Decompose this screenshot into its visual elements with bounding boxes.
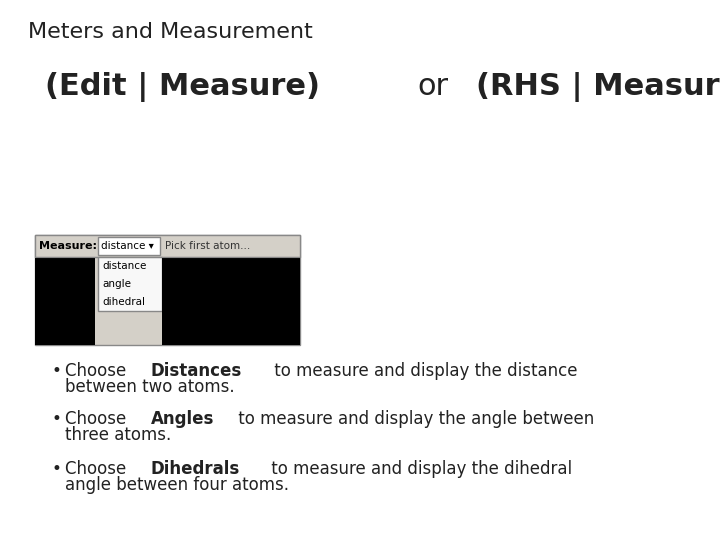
Bar bbox=[35, 235, 300, 345]
Text: angle between four atoms.: angle between four atoms. bbox=[65, 476, 289, 494]
Bar bbox=[98, 257, 162, 311]
Text: Choose: Choose bbox=[65, 362, 132, 380]
Text: Meters and Measurement: Meters and Measurement bbox=[28, 22, 312, 42]
Text: dihedral: dihedral bbox=[102, 297, 145, 307]
Text: to measure and display the distance: to measure and display the distance bbox=[269, 362, 577, 380]
Text: (Edit | Measure): (Edit | Measure) bbox=[45, 72, 320, 102]
Bar bbox=[98, 237, 160, 255]
Text: angle: angle bbox=[102, 279, 131, 289]
Text: Dihedrals: Dihedrals bbox=[150, 460, 240, 478]
Text: •: • bbox=[52, 362, 62, 380]
Text: distance: distance bbox=[102, 261, 146, 271]
Text: to measure and display the angle between: to measure and display the angle between bbox=[233, 410, 594, 428]
Text: three atoms.: three atoms. bbox=[65, 426, 171, 444]
Text: Angles: Angles bbox=[150, 410, 214, 428]
Text: Measure:: Measure: bbox=[39, 241, 97, 251]
Text: Distances: Distances bbox=[150, 362, 242, 380]
Text: (RHS | Measure...): (RHS | Measure...) bbox=[476, 72, 720, 102]
Text: Choose: Choose bbox=[65, 410, 132, 428]
Bar bbox=[162, 257, 300, 345]
Bar bbox=[35, 235, 300, 257]
Text: to measure and display the dihedral: to measure and display the dihedral bbox=[266, 460, 572, 478]
Text: •: • bbox=[52, 460, 62, 478]
Text: or: or bbox=[418, 72, 449, 101]
Text: Choose: Choose bbox=[65, 460, 132, 478]
Text: Pick first atom...: Pick first atom... bbox=[165, 241, 251, 251]
Bar bbox=[35, 257, 95, 345]
Text: •: • bbox=[52, 410, 62, 428]
Text: between two atoms.: between two atoms. bbox=[65, 378, 235, 396]
Text: distance ▾: distance ▾ bbox=[101, 241, 154, 251]
